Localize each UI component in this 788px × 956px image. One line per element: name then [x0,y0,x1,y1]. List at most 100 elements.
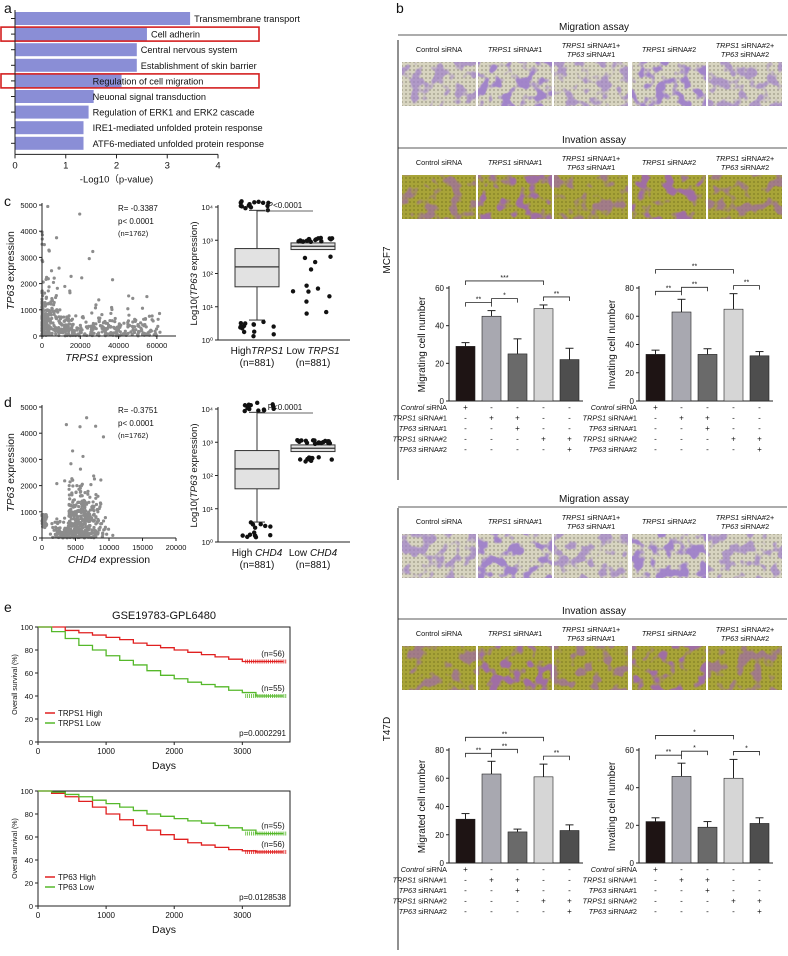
y-tick-label: 10⁴ [201,405,213,414]
treatment-mark: - [464,435,467,444]
scatter-point [85,416,89,420]
label-part: siRNA#2 [416,435,447,444]
scatter-point [58,308,62,312]
scatter-point [126,307,130,311]
column-label: Control siRNA [416,517,462,526]
column-label: TRPS1 siRNA#2+ [716,154,775,163]
scatter-point [68,480,72,484]
gene-name: TRPS1 [716,513,740,522]
y-tick-label: 10² [202,270,213,279]
significance-bracket [465,302,492,307]
scatter-point [143,317,148,321]
gene-name: TP63 [567,522,584,531]
scatter-point [71,322,75,326]
scatter-point [47,313,51,317]
group-n: (n=881) [240,560,275,571]
scatter-point [70,325,74,330]
gene-name: Control [401,403,425,412]
label-part: siRNA#1 [511,158,542,167]
label-part: siRNA#1 [606,414,637,423]
scatter-point [89,324,93,328]
treatment-mark: - [542,403,545,412]
outlier-point [251,333,256,339]
significance-label: * [693,729,696,736]
label-part: siRNA#2 [606,435,637,444]
scatter-point [147,314,152,318]
gene-name: TRPS1 [716,154,740,163]
label-part: siRNA [614,403,637,412]
significance-label: ** [666,749,672,756]
treatment-mark: - [568,876,571,885]
scatter-point [127,294,131,298]
bar-2 [507,353,528,402]
treatment-label: TRPS1 siRNA#2 [393,897,447,906]
scatter-point [145,294,149,299]
y-tick-label: 2000 [20,280,37,289]
outlier-point [312,441,318,447]
scatter-point [140,306,145,310]
y-tick-label: 0 [440,859,445,868]
scatter-point [47,329,51,333]
treatment-mark: - [516,435,519,444]
scatter-point [66,317,71,321]
bar-1 [671,311,692,402]
treatment-mark: + [567,897,572,906]
bar-regulation-of-cell-migration [15,74,122,88]
scatter-point [77,332,81,336]
treatment-mark: + [757,445,762,454]
label-part: Log10( [189,295,200,325]
scatter-point [73,521,77,526]
bar-3 [533,308,554,402]
outlier-point [308,267,314,272]
cell-stain [632,534,706,578]
treatment-label: Control siRNA [401,403,447,412]
treatment-mark: - [758,403,761,412]
scatter-point [44,333,48,337]
treatment-mark: - [490,445,493,454]
treatment-mark: - [758,886,761,895]
bar-4 [559,359,580,402]
scatter-point [72,329,76,333]
treatment-mark: + [757,897,762,906]
y-tick-label: 100 [20,787,33,796]
scatter-point [55,481,59,486]
scatter-point [98,525,102,529]
label-part: siRNA#2 [665,517,696,526]
cell-stain [708,646,782,690]
scatter-point [92,477,97,481]
label-part: siRNA#2 [665,45,696,54]
outlier-point [304,238,310,243]
box-high [234,450,280,490]
outlier-point [260,200,266,206]
scatter-point [137,329,141,334]
significance-bracket [655,290,682,296]
significance-label: ** [554,291,560,298]
label-part: siRNA#2 [416,897,447,906]
x-tick-label: 20000 [70,341,91,350]
outlier-point [256,408,261,413]
outlier-point [297,457,303,462]
outlier-point [266,200,271,206]
significance-bracket [681,750,708,756]
y-axis-title: Overall survival (%) [12,818,19,879]
chart-d-box: 10⁴ 10³ 10² 10¹ 10⁰ Log10(TP63 expression) P<0… [189,400,350,571]
cell-stain [708,62,782,106]
scatter-point [68,508,72,513]
label-part: siRNA [424,403,447,412]
treatment-label: Control siRNA [591,403,637,412]
scatter-point [52,310,56,314]
scatter-point [55,517,59,521]
treatment-mark: + [489,876,494,885]
y-tick-label: 0 [29,738,33,747]
gene-name: TP63 [589,424,606,433]
outlier-point [329,236,335,241]
bar-1 [481,773,502,864]
significance-bracket [491,748,518,754]
y-tick-label: 40 [25,856,33,865]
scatter-point [52,303,56,307]
treatment-mark: - [516,907,519,916]
scatter-point [90,311,94,315]
bar-1 [671,776,692,864]
